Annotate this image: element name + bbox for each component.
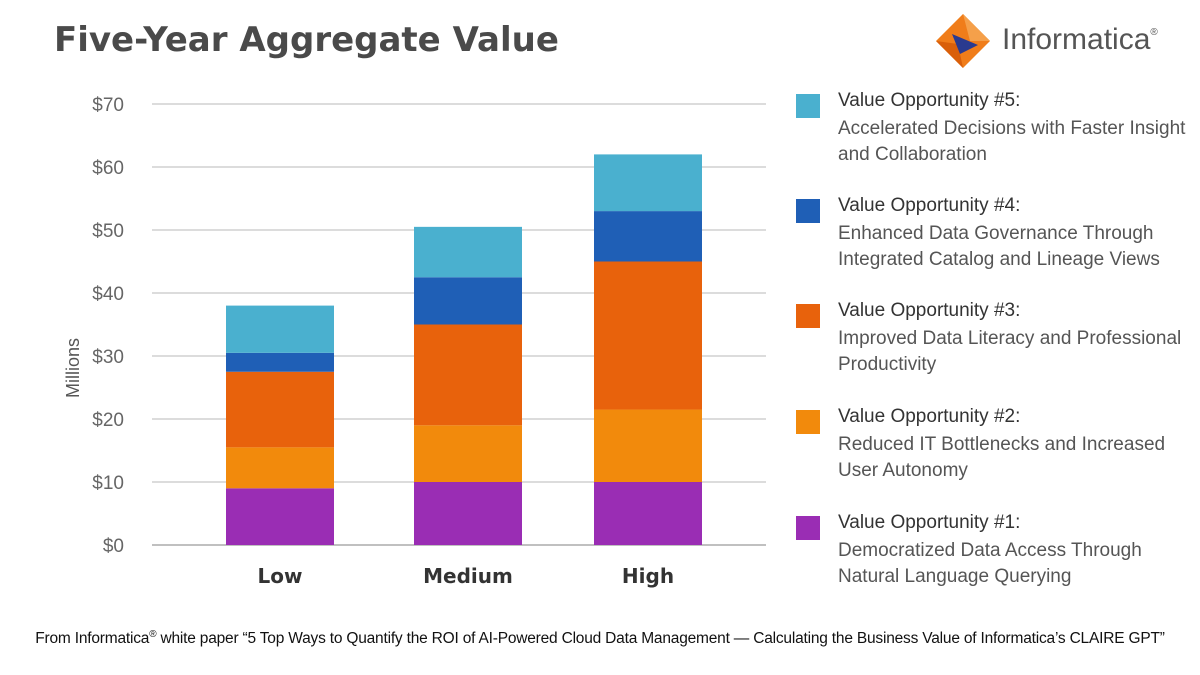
legend-title: Value Opportunity #2: [838, 406, 1021, 427]
bar-segment [414, 277, 522, 325]
bar-segment [414, 425, 522, 482]
bar-segment [414, 226, 522, 278]
bar-segment [226, 352, 334, 372]
bar-segment [594, 409, 702, 482]
legend-description: Democratized Data Access Through Natural… [838, 540, 1142, 587]
legend-item: Value Opportunity #5: Accelerated Decisio… [796, 90, 1186, 170]
bar-segment [226, 488, 334, 545]
legend-swatch [796, 304, 820, 328]
legend-swatch [796, 516, 820, 540]
footnote: From Informatica® white paper “5 Top Way… [35, 629, 1165, 648]
legend-title: Value Opportunity #3: [838, 300, 1021, 321]
legend-swatch [796, 199, 820, 223]
y-tick-label: $10 [92, 473, 124, 494]
legend-title: Value Opportunity #4: [838, 195, 1021, 216]
y-tick-label: $20 [92, 410, 124, 431]
bar-segment [594, 211, 702, 262]
legend-item: Value Opportunity #3: Improved Data Liter… [796, 300, 1186, 380]
legend-swatch [796, 94, 820, 118]
y-tick-label: $30 [92, 347, 124, 368]
legend-item: Value Opportunity #1: Democratized Data A… [796, 512, 1186, 592]
legend-swatch [796, 410, 820, 434]
legend-title: Value Opportunity #5: [838, 90, 1021, 111]
bar-segment [414, 324, 522, 426]
page-title: Five-Year Aggregate Value [54, 20, 559, 60]
bar-segment [594, 482, 702, 545]
stacked-bar-chart: $0 $10 $20 $30 $40 $50 $60 $70 Millions Low Medium… [63, 95, 766, 588]
y-tick-label: $60 [92, 158, 124, 179]
x-tick-label: Low [258, 564, 303, 588]
bar-segment [226, 447, 334, 489]
y-tick-label: $50 [92, 221, 124, 242]
bar-segment [414, 482, 522, 545]
bar-segment [226, 305, 334, 353]
informatica-logo: Informatica® [934, 12, 1174, 70]
bar-segment [594, 261, 702, 410]
informatica-logo-icon [936, 14, 990, 68]
logo-wordmark: Informatica® [1002, 23, 1158, 56]
bar-segment [226, 371, 334, 448]
legend-item: Value Opportunity #4: Enhanced Data Gover… [796, 195, 1186, 275]
legend-description: Enhanced Data Governance Through Integra… [838, 223, 1160, 270]
labels-layer: $0 $10 $20 $30 $40 $50 $60 $70 Millions Low Medium… [63, 95, 674, 588]
legend-description: Accelerated Decisions with Faster Insigh… [838, 118, 1186, 165]
legend-description: Reduced IT Bottlenecks and Increased Use… [838, 434, 1166, 481]
legend-title: Value Opportunity #1: [838, 512, 1021, 533]
y-tick-label: $70 [92, 95, 124, 116]
x-tick-label: High [622, 564, 674, 588]
registered-mark: ® [1150, 27, 1158, 38]
y-axis-label: Millions [63, 338, 83, 398]
legend-description: Improved Data Literacy and Professional … [838, 328, 1182, 375]
bar-segment [594, 154, 702, 212]
bars-layer [226, 154, 702, 545]
y-tick-label: $0 [103, 536, 124, 557]
legend-item: Value Opportunity #2: Reduced IT Bottlene… [796, 406, 1186, 486]
y-tick-label: $40 [92, 284, 124, 305]
x-tick-label: Medium [423, 564, 513, 588]
